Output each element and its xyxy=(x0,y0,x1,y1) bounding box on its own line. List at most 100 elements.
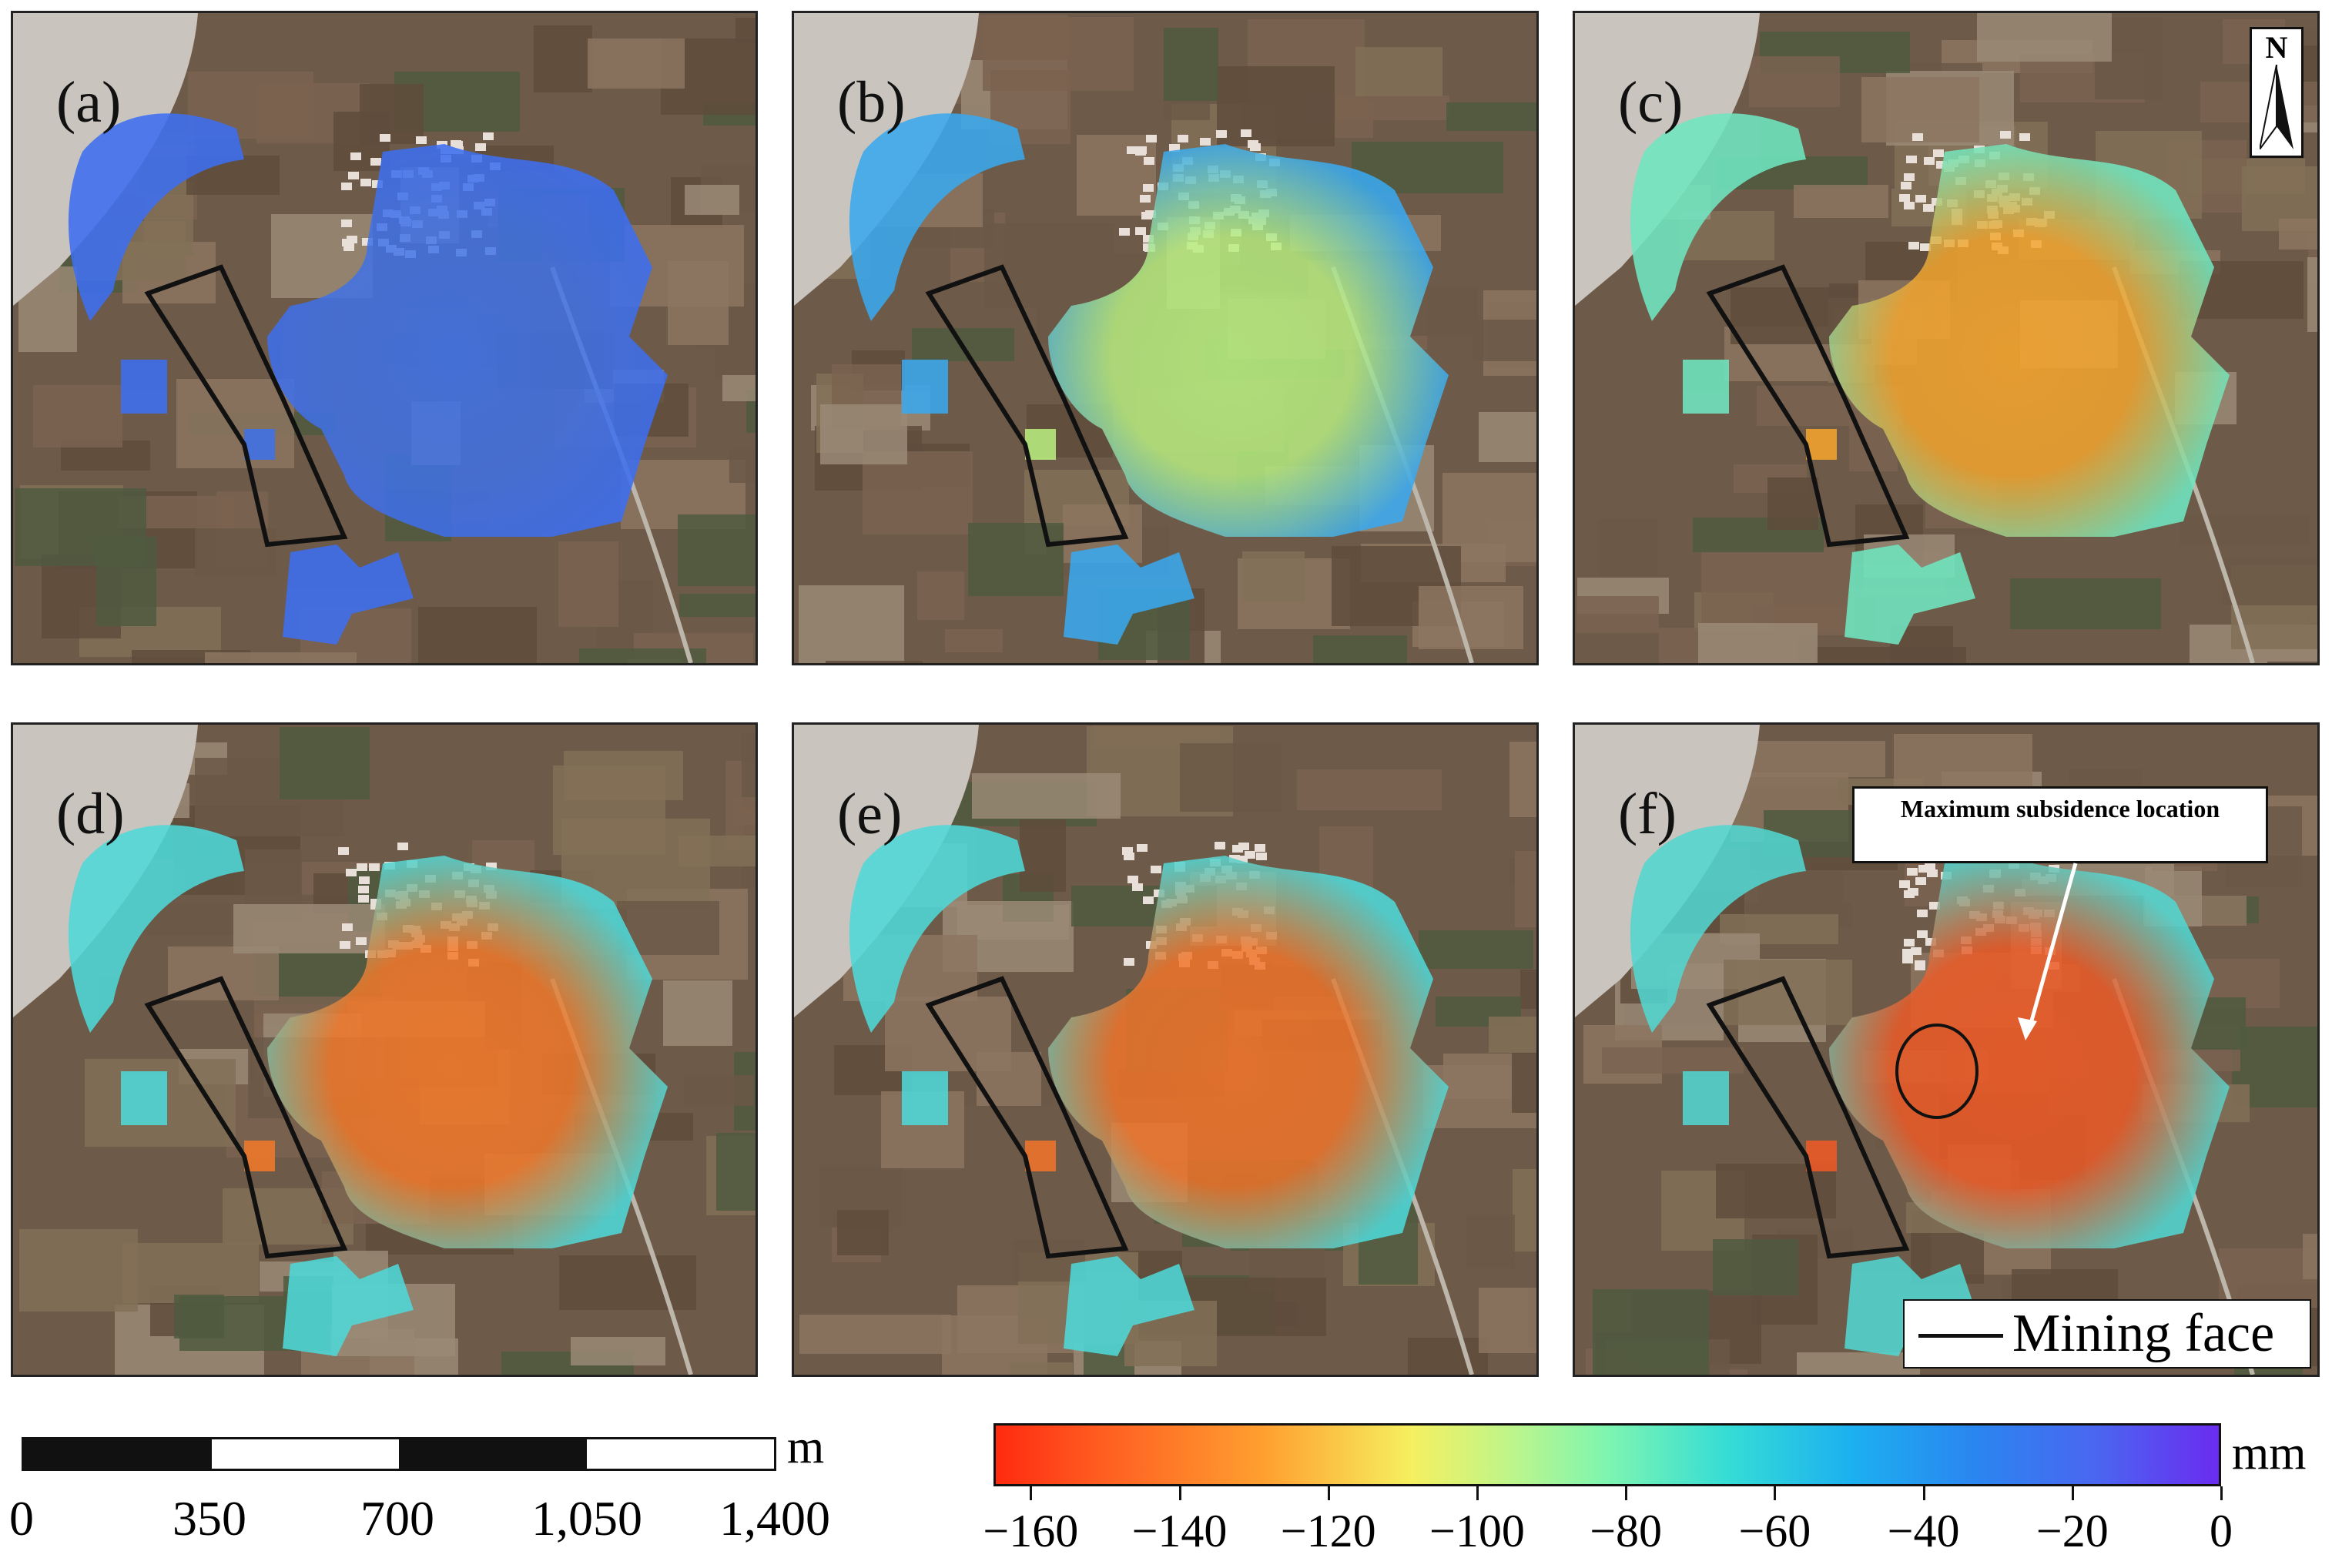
farm-field xyxy=(1713,1239,1798,1295)
building xyxy=(341,219,352,227)
farm-field xyxy=(1861,77,1979,142)
farm-field xyxy=(1576,596,1659,633)
building xyxy=(342,239,353,246)
map-panel-a: (a) xyxy=(11,11,758,665)
farm-field xyxy=(1313,635,1407,663)
building xyxy=(1255,844,1265,852)
building xyxy=(1912,133,1923,141)
building xyxy=(2000,131,2011,139)
mining-face-outline xyxy=(925,976,1129,1259)
farm-field xyxy=(15,488,146,566)
building xyxy=(1178,135,1188,142)
building xyxy=(340,941,350,949)
colorbar-tick-label: −20 xyxy=(2035,1506,2109,1556)
building xyxy=(1918,865,1929,873)
farm-field xyxy=(2219,1248,2317,1308)
building xyxy=(348,172,359,179)
farm-field xyxy=(972,773,1121,819)
building xyxy=(358,886,369,893)
colorbar-tick-label: −60 xyxy=(1738,1506,1811,1556)
colorbar-tick-mark xyxy=(1774,1486,1777,1500)
building xyxy=(1904,173,1915,181)
farm-field xyxy=(684,1075,754,1106)
panel-label: (f) xyxy=(1618,782,1677,846)
colorbar-tick-label: −100 xyxy=(1429,1506,1525,1556)
farm-field xyxy=(945,629,1003,652)
north-arrow: N xyxy=(2250,27,2304,158)
building xyxy=(475,143,486,151)
north-arrow-label: N xyxy=(2265,30,2288,65)
farm-field xyxy=(734,797,756,825)
building xyxy=(1925,938,1936,946)
building xyxy=(1908,242,1919,250)
building xyxy=(1229,855,1240,863)
farm-field xyxy=(983,17,1134,91)
max-subsidence-callout: Maximum subsidence location xyxy=(1852,786,2268,863)
mining-face-outline xyxy=(144,264,348,548)
building xyxy=(1143,896,1154,904)
farm-field xyxy=(280,727,370,799)
scale-tick-label: 700 xyxy=(360,1491,434,1546)
colorbar-tick-mark xyxy=(2220,1486,2223,1500)
farm-field xyxy=(1355,47,1442,96)
building xyxy=(1237,856,1248,863)
building xyxy=(1135,148,1146,156)
building xyxy=(1127,876,1138,883)
farm-field xyxy=(233,904,385,953)
farm-field xyxy=(2279,219,2317,250)
building xyxy=(1923,204,1934,212)
subsidence-field xyxy=(849,825,1449,1356)
farm-field xyxy=(1479,412,1536,462)
farm-field xyxy=(679,594,756,617)
building xyxy=(1127,146,1138,154)
building xyxy=(1917,930,1928,938)
map-panel-b: (b) xyxy=(792,11,1539,665)
colorbar-tick-label: −80 xyxy=(1590,1506,1663,1556)
building xyxy=(1248,140,1258,148)
building xyxy=(2019,133,2030,141)
scale-tick-label: 1,400 xyxy=(719,1491,830,1546)
farm-field xyxy=(1515,851,1536,927)
building xyxy=(1924,157,1935,165)
farm-field xyxy=(1794,185,1888,218)
farm-field xyxy=(418,607,537,663)
colorbar-tick-label: −120 xyxy=(1280,1506,1376,1556)
panel-label: (c) xyxy=(1618,70,1684,135)
mining-face-legend-line xyxy=(1918,1334,2003,1338)
panel-label: (b) xyxy=(837,70,906,135)
building xyxy=(1215,842,1225,849)
farm-field xyxy=(1164,28,1218,101)
scale-bar xyxy=(22,1437,776,1471)
farm-field xyxy=(863,451,973,534)
building xyxy=(1241,129,1251,137)
building xyxy=(1904,939,1915,946)
building xyxy=(1124,853,1134,860)
scale-tick-label: 0 xyxy=(9,1491,34,1546)
farm-field xyxy=(558,541,618,627)
building xyxy=(342,923,353,931)
building xyxy=(360,179,371,186)
farm-field xyxy=(1020,819,1066,892)
subsidence-field xyxy=(849,113,1449,645)
subsidence-field xyxy=(68,825,668,1356)
panel-label: (a) xyxy=(56,70,122,135)
colorbar-tick-label: 0 xyxy=(2210,1506,2233,1556)
building xyxy=(1901,182,1912,189)
farm-field xyxy=(1520,970,1536,1009)
building xyxy=(1200,138,1211,146)
building xyxy=(1137,844,1148,852)
farm-field xyxy=(820,404,907,464)
farm-field xyxy=(205,652,357,663)
farm-field xyxy=(1489,1017,1536,1053)
building xyxy=(343,243,354,251)
building xyxy=(1920,243,1931,251)
building xyxy=(1119,228,1130,236)
building xyxy=(338,847,349,855)
building xyxy=(1915,195,1926,203)
building xyxy=(1917,910,1928,917)
building xyxy=(397,843,408,850)
farm-field xyxy=(1593,1289,1709,1375)
satellite-basemap xyxy=(13,725,756,1375)
farm-field xyxy=(1408,1338,1488,1375)
map-panel-f: (f) Maximum subsidence location Mining f… xyxy=(1573,722,2320,1377)
